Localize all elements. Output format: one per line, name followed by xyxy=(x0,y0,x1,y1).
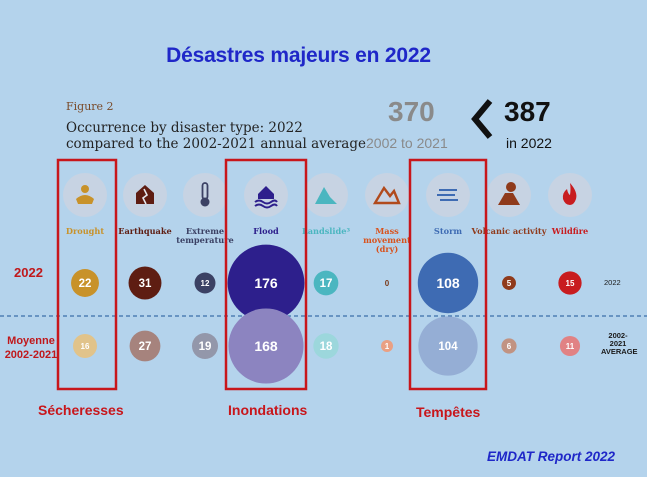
caption-storm: Tempêtes xyxy=(416,404,481,420)
bubble-flood-average xyxy=(228,308,304,384)
highlight-box-flood xyxy=(224,158,308,391)
bubble-drought-average xyxy=(73,334,97,358)
highlight-box-drought xyxy=(56,158,118,391)
value-label-landslide-average: 18 xyxy=(320,341,333,353)
value-label-wildfire-average: 11 xyxy=(566,342,575,351)
figure-title: Occurrence by disaster type: 2022 compar… xyxy=(66,120,366,152)
value-label-earthquake-2022: 31 xyxy=(139,278,152,290)
average-period: 2002 to 2021 xyxy=(366,135,448,151)
bubble-volcanic-activity-average xyxy=(501,338,517,354)
bubble-storm-average xyxy=(418,316,478,376)
figure-label: Figure 2 xyxy=(66,100,114,113)
row-label-2022: 2022 xyxy=(14,265,43,280)
figure-title-line2: compared to the 2002-2021 annual average xyxy=(66,136,366,152)
category-label-drought: Drought xyxy=(66,226,105,236)
current-period: in 2022 xyxy=(506,135,552,151)
value-label-storm-average: 104 xyxy=(438,341,458,353)
right-label-average-line1: 2002- xyxy=(608,331,628,340)
category-label-wildfire: Wildfire xyxy=(551,226,588,236)
mass-movement-icon xyxy=(365,173,409,217)
value-label-drought-average: 16 xyxy=(81,342,90,351)
value-label-landslide-2022: 17 xyxy=(320,278,333,290)
category-label-flood: Flood xyxy=(253,226,279,236)
flood-icon xyxy=(244,173,288,217)
figure-title-line1: Occurrence by disaster type: 2022 xyxy=(66,120,303,136)
value-label-volcanic-activity-average: 6 xyxy=(507,342,512,351)
icons-layer xyxy=(63,173,592,217)
chevron-left-icon xyxy=(471,99,493,139)
value-label-mass-movement-dry-2022: 0 xyxy=(385,279,390,288)
highlight-box-storm xyxy=(408,158,488,391)
value-label-extreme-temperature-average: 19 xyxy=(199,341,212,353)
category-label-earthquake: Earthquake xyxy=(118,226,171,236)
earthquake-icon xyxy=(123,173,167,217)
highlight-boxes xyxy=(56,158,488,391)
bubble-flood-2022 xyxy=(227,244,305,322)
main-title: Désastres majeurs en 2022 xyxy=(166,44,431,67)
value-label-mass-movement-dry-average: 1 xyxy=(385,342,390,351)
value-label-flood-2022: 176 xyxy=(254,275,278,291)
category-label-mass-movement-dry: Mass movement (dry) xyxy=(363,226,411,254)
bubble-landslide-2022 xyxy=(313,270,339,296)
bubbles-layer: 22 31 12 176 17 0 108 5 15 16 27 19 168 18 1 104 6 11 xyxy=(71,244,582,384)
right-label-2022: 2022 xyxy=(604,278,621,287)
right-label-average-line2: 2021 xyxy=(609,339,627,348)
caption-flood: Inondations xyxy=(228,402,308,418)
category-label-storm: Storm xyxy=(434,226,462,236)
value-label-drought-2022: 22 xyxy=(79,278,92,290)
row-label-average-line2: 2002-2021 xyxy=(4,349,58,361)
bubble-wildfire-average xyxy=(559,335,581,357)
wildfire-icon xyxy=(548,173,592,217)
value-label-wildfire-2022: 15 xyxy=(566,279,575,288)
value-label-flood-average: 168 xyxy=(254,338,278,354)
bubble-volcanic-activity-2022 xyxy=(502,276,516,290)
value-label-storm-2022: 108 xyxy=(436,275,460,291)
row-label-average-line1: Moyenne xyxy=(7,335,55,347)
right-label-average-line3: AVERAGE xyxy=(601,347,638,356)
category-label-extreme-temperature: Extreme temperature xyxy=(176,226,233,245)
category-label-landslide: Landslide³ xyxy=(302,226,351,236)
bubble-landslide-average xyxy=(313,333,339,359)
category-labels: Drought Earthquake Extreme temperature Flood… xyxy=(66,226,588,254)
storm-icon xyxy=(426,173,470,217)
source-credit: EMDAT Report 2022 xyxy=(487,449,616,464)
average-total: 370 xyxy=(388,96,435,127)
right-label-average: 2002- 2021 AVERAGE xyxy=(601,331,638,356)
landslide-icon xyxy=(304,173,348,217)
bubble-drought-2022 xyxy=(71,269,99,297)
value-label-volcanic-activity-2022: 5 xyxy=(507,279,512,288)
thermometer-icon xyxy=(183,173,227,217)
category-label-volcanic-activity: Volcanic activity xyxy=(471,226,547,236)
volcano-icon xyxy=(487,173,531,217)
bubble-earthquake-2022 xyxy=(128,266,162,300)
bubble-mass-movement-dry-average xyxy=(381,340,393,352)
bubble-extreme-temperature-2022 xyxy=(194,272,216,294)
bubble-wildfire-2022 xyxy=(558,271,582,295)
caption-drought: Sécheresses xyxy=(38,402,124,418)
value-label-earthquake-average: 27 xyxy=(139,341,152,353)
bubble-earthquake-average xyxy=(129,330,161,362)
value-label-extreme-temperature-2022: 12 xyxy=(201,279,210,288)
row-label-average: Moyenne 2002-2021 xyxy=(4,334,58,362)
current-total: 387 xyxy=(504,96,551,127)
drought-icon xyxy=(63,173,107,217)
bubble-storm-2022 xyxy=(417,252,479,314)
bubble-extreme-temperature-average xyxy=(191,332,219,360)
